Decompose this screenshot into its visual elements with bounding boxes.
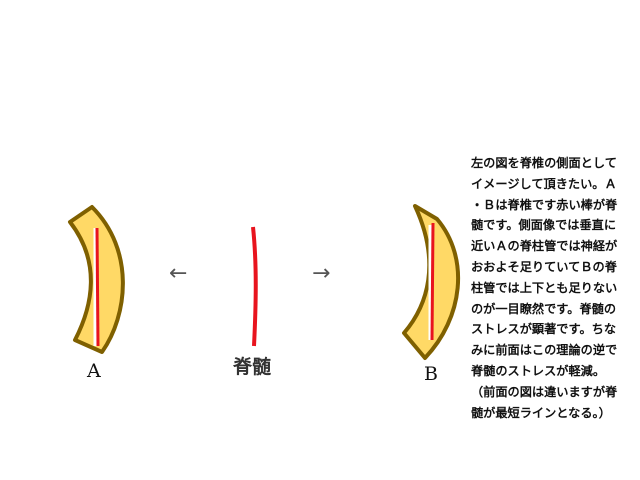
- spinal-cord-label: 脊髄: [233, 356, 272, 378]
- description-line: ・Ｂは脊椎です赤い棒が脊: [471, 197, 618, 212]
- description-line: 柱管では上下とも足りない: [471, 280, 618, 295]
- description-line: 左の図を脊椎の側面として: [471, 156, 617, 170]
- description-line: 近いＡの脊柱管では神経が: [471, 239, 618, 254]
- vertebra-model-a: [68, 205, 125, 354]
- arrow-right-icon: →: [312, 261, 331, 286]
- label-b: B: [424, 363, 438, 385]
- description-line: 脊髄のストレスが軽減。: [471, 363, 606, 378]
- description-line: のが一目瞭然です。脊髄の: [471, 301, 617, 316]
- spinal-cord-center: [251, 226, 258, 347]
- description-text: 左の図を脊椎の側面として イメージして頂きたい。Ａ ・Ｂは脊椎です赤い棒が脊 髄です。…: [471, 153, 639, 423]
- spinal-cord-b: [430, 222, 435, 341]
- description-line: おおよそ足りていてＢの脊: [471, 259, 617, 274]
- label-a: A: [87, 360, 101, 382]
- spinal-cord-a: [95, 227, 100, 347]
- arrow-left-icon: ←: [169, 261, 188, 286]
- description-line: ストレスが顕著です。ちな: [471, 322, 617, 337]
- description-line: 髄が最短ラインとなる。）: [471, 405, 611, 420]
- description-line: イメージして頂きたい。Ａ: [471, 176, 617, 191]
- vertebra-model-b: [402, 204, 461, 360]
- description-line: （前面の図は違いますが脊: [471, 384, 618, 399]
- description-line: 髄です。側面像では垂直に: [471, 218, 617, 233]
- description-line: みに前面はこの理論の逆で: [471, 343, 618, 358]
